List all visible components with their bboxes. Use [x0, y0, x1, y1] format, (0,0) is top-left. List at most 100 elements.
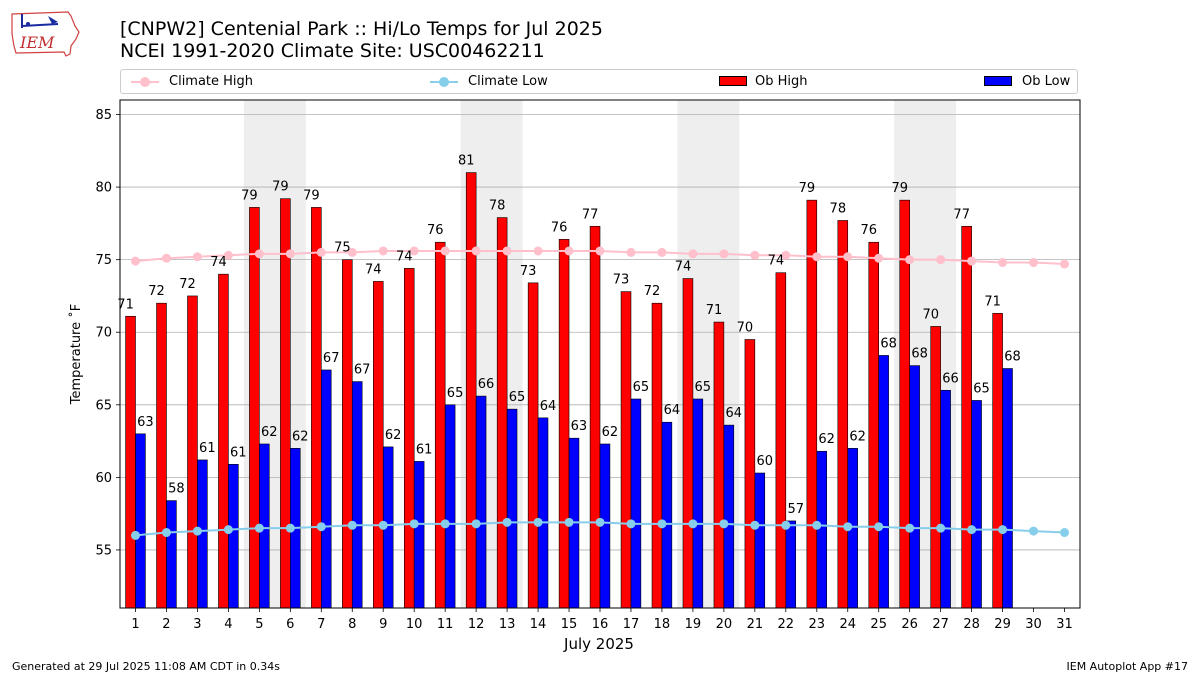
climate-high-point: [936, 255, 946, 265]
ob-high-label: 71: [984, 294, 1001, 309]
ob-low-label: 61: [199, 441, 216, 456]
climate-low-point: [254, 523, 264, 533]
x-tick-label: 30: [1025, 617, 1042, 632]
ob-high-label: 79: [241, 188, 258, 203]
x-tick-label: 10: [406, 617, 423, 632]
x-tick-label: 2: [162, 617, 170, 632]
ob-low-label: 65: [633, 380, 650, 395]
climate-low-point: [347, 520, 357, 530]
logo-text: IEM: [19, 33, 55, 52]
ob-high-bar: [775, 272, 787, 609]
climate-low-point: [781, 520, 791, 530]
ob-high-bar: [961, 225, 972, 609]
climate-high-point: [254, 249, 264, 259]
y-tick-label: 55: [95, 543, 112, 558]
ob-low-label: 66: [942, 371, 959, 386]
climate-low-point: [502, 517, 512, 527]
x-tick-label: 9: [379, 617, 387, 632]
ob-high-bar: [125, 315, 136, 609]
climate-high-point: [1060, 259, 1070, 269]
ob-low-label: 62: [602, 425, 619, 440]
x-tick-label: 19: [685, 617, 702, 632]
ob-high-bar: [465, 172, 477, 609]
climate-high-point: [843, 252, 853, 262]
climate-high-point: [130, 256, 140, 266]
ob-low-label: 62: [292, 429, 309, 444]
ob-low-label: 64: [540, 399, 557, 414]
climate-high-point: [750, 250, 760, 260]
ob-low-bar: [351, 381, 363, 609]
climate-low-point: [161, 528, 171, 538]
ob-low-bar: [413, 461, 425, 609]
ob-high-label: 72: [179, 277, 196, 292]
x-tick-label: 21: [747, 617, 764, 632]
ob-high-label: 76: [551, 220, 568, 235]
climate-low-point: [1029, 526, 1039, 536]
legend-label: Ob High: [755, 74, 808, 89]
climate-high-point: [378, 246, 388, 256]
ob-low-label: 65: [447, 386, 464, 401]
climate-high-point: [657, 247, 667, 257]
ob-low-bar: [1002, 368, 1013, 609]
ob-high-label: 76: [861, 223, 878, 238]
ob-low-bar: [537, 417, 549, 609]
ob-low-label: 61: [230, 445, 247, 460]
ob-high-bar: [620, 291, 632, 609]
climate-low-point: [936, 523, 946, 533]
climate-high-point: [967, 256, 977, 266]
ob-low-bar: [754, 472, 766, 609]
ob-low-label: 64: [726, 406, 743, 421]
ob-low-bar: [661, 421, 673, 609]
climate-high-point: [564, 246, 574, 256]
ob-high-bar: [156, 302, 167, 609]
climate-high-point: [905, 255, 915, 265]
ob-low-label: 68: [880, 336, 897, 351]
y-tick-label: 80: [95, 181, 112, 196]
legend-item-climate-low: Climate Low: [424, 70, 684, 93]
climate-low-point: [998, 525, 1008, 535]
ob-high-label: 71: [117, 297, 134, 312]
ob-high-label: 79: [272, 180, 289, 195]
ob-high-bar: [311, 207, 322, 609]
ob-low-label: 63: [571, 419, 588, 434]
y-tick-label: 85: [95, 108, 112, 123]
climate-low-point: [533, 517, 543, 527]
ob-low-bar: [692, 398, 704, 609]
climate-high-point: [409, 246, 419, 256]
climate-high-point: [223, 250, 233, 260]
climate-low-point: [130, 530, 140, 540]
ob-high-bar: [837, 220, 849, 609]
ob-high-label: 72: [148, 284, 165, 299]
ob-low-bar: [166, 500, 177, 609]
ob-high-bar: [403, 268, 415, 609]
ob-low-bar: [630, 398, 642, 609]
ob-high-label: 78: [830, 201, 847, 216]
x-tick-label: 1: [131, 617, 139, 632]
ob-low-bar: [971, 400, 982, 609]
x-tick-label: 12: [468, 617, 485, 632]
ob-low-bar: [940, 389, 951, 609]
ob-low-label: 65: [695, 380, 712, 395]
climate-low-point: [967, 525, 977, 535]
ob-low-label: 68: [1004, 350, 1021, 365]
ob-low-label: 67: [354, 363, 371, 378]
ob-high-bar: [249, 207, 260, 609]
legend-item-ob-low: Ob Low: [984, 70, 1076, 93]
climate-low-point: [688, 519, 698, 529]
ob-high-label: 72: [644, 284, 661, 299]
footer-generated: Generated at 29 Jul 2025 11:08 AM CDT in…: [12, 660, 280, 673]
y-tick-label: 60: [95, 471, 112, 486]
x-tick-label: 15: [561, 617, 578, 632]
climate-low-point: [316, 522, 326, 532]
x-tick-label: 16: [592, 617, 609, 632]
climate-high-point: [533, 246, 543, 256]
ob-low-label: 62: [261, 425, 278, 440]
ob-low-label: 64: [664, 403, 681, 418]
ob-high-bar: [682, 278, 694, 609]
ob-high-bar: [558, 239, 570, 609]
ob-high-label: 79: [303, 188, 320, 203]
ob-low-label: 68: [911, 347, 928, 362]
climate-high-point: [285, 249, 295, 259]
x-tick-label: 13: [499, 617, 516, 632]
